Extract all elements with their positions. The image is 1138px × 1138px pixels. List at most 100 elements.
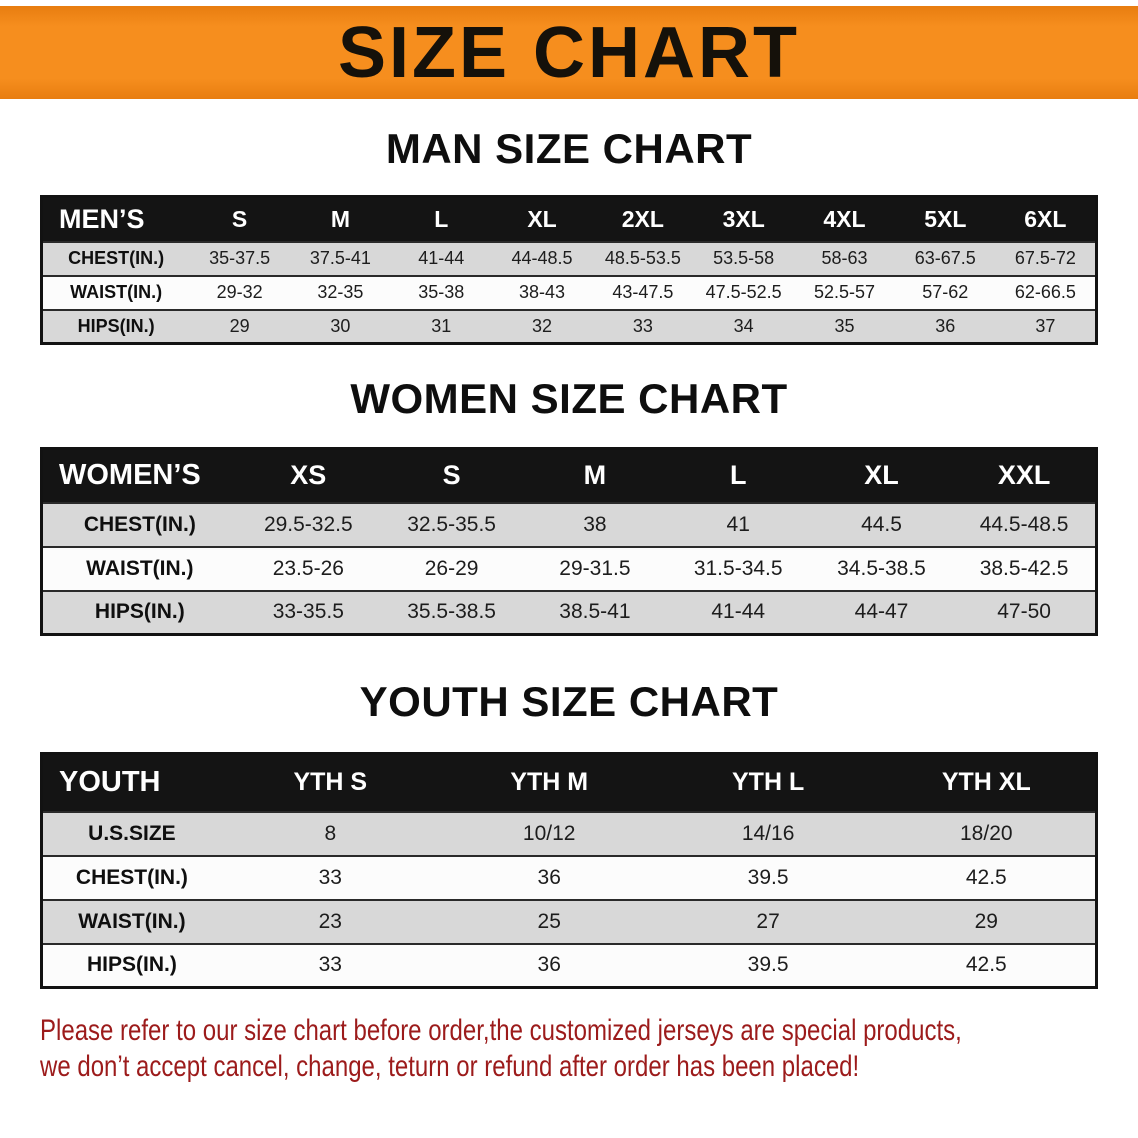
measurement-label: WAIST(IN.) bbox=[41, 545, 237, 591]
measurement-label: HIPS(IN.) bbox=[41, 942, 221, 988]
measurement-label: U.S.SIZE bbox=[41, 810, 221, 856]
measurement-value: 38.5-41 bbox=[523, 589, 667, 635]
measurement-value: 44-47 bbox=[809, 589, 954, 635]
size-table-header-row: MEN’S S M L XL 2XL 3XL 4XL 5XL 6XL bbox=[41, 196, 1097, 242]
measurement-value: 34.5-38.5 bbox=[809, 545, 954, 591]
measurement-value: 32 bbox=[491, 308, 593, 344]
footer-note-line-1: Please refer to our size chart before or… bbox=[40, 1014, 962, 1047]
footer-note-line-2: we don’t accept cancel, change, teturn o… bbox=[40, 1050, 860, 1083]
size-table-header-row: WOMEN’S XS S M L XL XXL bbox=[41, 448, 1097, 503]
measurement-value: 38 bbox=[523, 501, 667, 547]
measurement-value: 14/16 bbox=[658, 810, 878, 856]
size-chart-page: SIZE CHART MAN SIZE CHART MEN’S S M L XL 2XL 3… bbox=[0, 6, 1138, 1085]
measurement-value: 63-67.5 bbox=[894, 240, 996, 276]
column-header-l: L bbox=[666, 448, 810, 503]
man-section-title: MAN SIZE CHART bbox=[385, 125, 753, 172]
column-header-2xl: 2XL bbox=[592, 196, 694, 242]
measurement-value: 33 bbox=[220, 942, 440, 988]
title-banner: SIZE CHART bbox=[0, 6, 1138, 99]
page-title: SIZE CHART bbox=[338, 12, 800, 93]
measurement-label: CHEST(IN.) bbox=[41, 501, 237, 547]
column-header-l: L bbox=[390, 196, 492, 242]
column-header-3xl: 3XL bbox=[693, 196, 795, 242]
measurement-value: 44.5-48.5 bbox=[953, 501, 1097, 547]
measurement-label: HIPS(IN.) bbox=[41, 589, 237, 635]
measurement-row-chest-in: CHEST(IN.) 35-37.5 37.5-41 41-44 44-48.5 48.5… bbox=[41, 240, 1097, 276]
measurement-row-chest-in: CHEST(IN.) 29.5-32.5 32.5-35.5 38 41 44.5 44.5… bbox=[41, 501, 1097, 547]
measurement-label: CHEST(IN.) bbox=[41, 854, 221, 900]
measurement-value: 37 bbox=[995, 308, 1097, 344]
measurement-value: 47-50 bbox=[953, 589, 1097, 635]
measurement-value: 38-43 bbox=[491, 274, 593, 310]
measurement-value: 36 bbox=[894, 308, 996, 344]
column-header-xxl: XXL bbox=[953, 448, 1097, 503]
measurement-value: 33 bbox=[220, 854, 440, 900]
column-header-s: S bbox=[379, 448, 524, 503]
measurement-value: 42.5 bbox=[877, 854, 1097, 900]
column-header-xs: XS bbox=[236, 448, 380, 503]
measurement-value: 29-32 bbox=[189, 274, 290, 310]
measurement-value: 8 bbox=[220, 810, 440, 856]
table-title-cell-men-s: MEN’S bbox=[41, 196, 190, 242]
measurement-value: 43-47.5 bbox=[592, 274, 694, 310]
measurement-value: 41-44 bbox=[390, 240, 492, 276]
measurement-value: 31 bbox=[390, 308, 492, 344]
size-table-header-row: YOUTH YTH S YTH M YTH L YTH XL bbox=[41, 753, 1097, 812]
measurement-value: 27 bbox=[658, 898, 878, 944]
measurement-value: 23 bbox=[220, 898, 440, 944]
measurement-value: 39.5 bbox=[658, 854, 878, 900]
column-header-yth-l: YTH L bbox=[658, 753, 878, 812]
column-header-xl: XL bbox=[809, 448, 954, 503]
measurement-label: WAIST(IN.) bbox=[41, 898, 221, 944]
column-header-4xl: 4XL bbox=[794, 196, 895, 242]
column-header-xl: XL bbox=[491, 196, 593, 242]
measurement-value: 25 bbox=[439, 898, 659, 944]
footer-note: Please refer to our size chart before or… bbox=[40, 1013, 1138, 1085]
measurement-row-waist-in: WAIST(IN.) 23.5-26 26-29 29-31.5 31.5-34.5 34… bbox=[41, 545, 1097, 591]
measurement-value: 29 bbox=[189, 308, 290, 344]
measurement-value: 39.5 bbox=[658, 942, 878, 988]
measurement-value: 35-37.5 bbox=[189, 240, 290, 276]
man-size-section: MAN SIZE CHART MEN’S S M L XL 2XL 3XL 4XL 5XL 6XL… bbox=[0, 125, 1138, 345]
measurement-row-hips-in: HIPS(IN.) 29 30 31 32 33 34 35 36 37 bbox=[41, 308, 1097, 344]
measurement-value: 62-66.5 bbox=[995, 274, 1097, 310]
measurement-value: 33-35.5 bbox=[236, 589, 380, 635]
measurement-row-u-s-size: U.S.SIZE 8 10/12 14/16 18/20 bbox=[41, 810, 1097, 856]
column-header-yth-xl: YTH XL bbox=[877, 753, 1097, 812]
youth-section-title: YOUTH SIZE CHART bbox=[359, 678, 779, 725]
measurement-row-hips-in: HIPS(IN.) 33-35.5 35.5-38.5 38.5-41 41-44 44-… bbox=[41, 589, 1097, 635]
measurement-value: 53.5-58 bbox=[693, 240, 795, 276]
man-size-table: MEN’S S M L XL 2XL 3XL 4XL 5XL 6XL CHEST(IN.) 35-37… bbox=[40, 195, 1098, 345]
measurement-value: 58-63 bbox=[794, 240, 895, 276]
measurement-row-waist-in: WAIST(IN.) 23 25 27 29 bbox=[41, 898, 1097, 944]
column-header-5xl: 5XL bbox=[894, 196, 996, 242]
measurement-label: WAIST(IN.) bbox=[41, 274, 190, 310]
youth-size-section: YOUTH SIZE CHART YOUTH YTH S YTH M YTH L YTH… bbox=[0, 678, 1138, 989]
measurement-value: 35 bbox=[794, 308, 895, 344]
measurement-value: 36 bbox=[439, 942, 659, 988]
measurement-value: 32.5-35.5 bbox=[379, 501, 524, 547]
measurement-value: 57-62 bbox=[894, 274, 996, 310]
measurement-value: 44.5 bbox=[809, 501, 954, 547]
measurement-value: 29.5-32.5 bbox=[236, 501, 380, 547]
women-size-section: WOMEN SIZE CHART WOMEN’S XS S M L XL XXL CHEST(… bbox=[0, 375, 1138, 636]
measurement-value: 36 bbox=[439, 854, 659, 900]
women-size-table: WOMEN’S XS S M L XL XXL CHEST(IN.) 29.5-32.5 32.5… bbox=[40, 447, 1098, 636]
column-header-yth-m: YTH M bbox=[439, 753, 659, 812]
measurement-value: 29-31.5 bbox=[523, 545, 667, 591]
measurement-row-waist-in: WAIST(IN.) 29-32 32-35 35-38 38-43 43-47.5 47.… bbox=[41, 274, 1097, 310]
column-header-yth-s: YTH S bbox=[220, 753, 440, 812]
measurement-value: 38.5-42.5 bbox=[953, 545, 1097, 591]
column-header-s: S bbox=[189, 196, 290, 242]
measurement-value: 37.5-41 bbox=[290, 240, 391, 276]
measurement-value: 10/12 bbox=[439, 810, 659, 856]
measurement-value: 42.5 bbox=[877, 942, 1097, 988]
measurement-value: 52.5-57 bbox=[794, 274, 895, 310]
measurement-value: 23.5-26 bbox=[236, 545, 380, 591]
measurement-value: 33 bbox=[592, 308, 694, 344]
measurement-value: 29 bbox=[877, 898, 1097, 944]
women-section-title: WOMEN SIZE CHART bbox=[350, 375, 788, 422]
measurement-value: 35-38 bbox=[390, 274, 492, 310]
measurement-label: CHEST(IN.) bbox=[41, 240, 190, 276]
measurement-value: 34 bbox=[693, 308, 795, 344]
